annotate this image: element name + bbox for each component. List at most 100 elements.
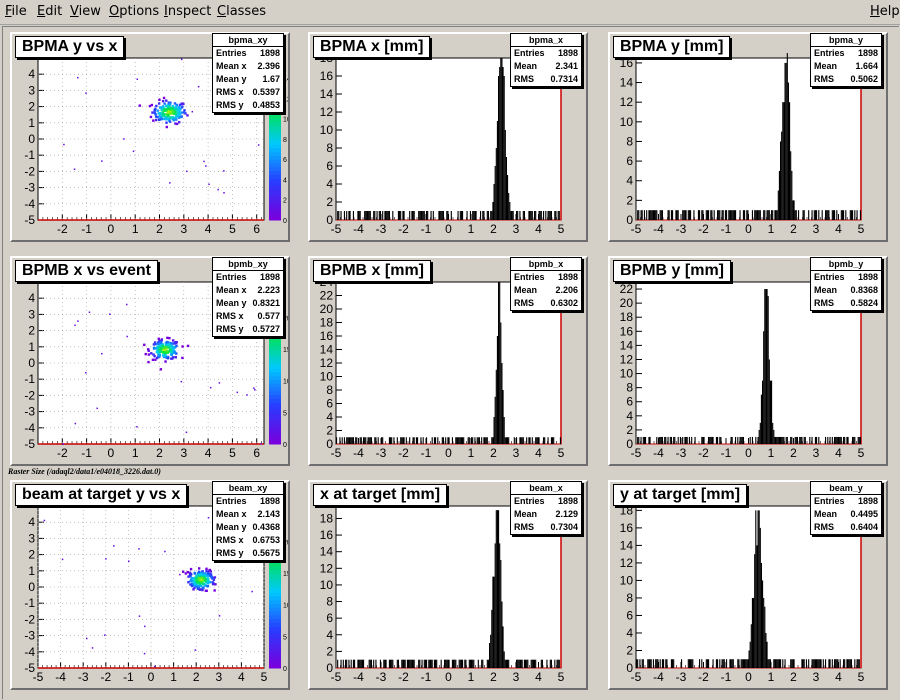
stats-value: 2.341 — [555, 61, 578, 71]
stats-label: Mean x — [216, 61, 247, 71]
y-tick-label: 2 — [326, 644, 333, 658]
x-tick-label: 2 — [193, 670, 200, 684]
x-tick-label: -5 — [631, 446, 642, 460]
y-tick-label: 3 — [28, 307, 35, 321]
y-tick-label: 20 — [320, 302, 334, 316]
y-tick-label: 12 — [320, 105, 334, 119]
y-tick-label: 1 — [28, 564, 35, 578]
stats-label: Entries — [514, 48, 545, 58]
stats-row: Mean y 1.67 — [213, 73, 283, 86]
x-tick-label: 0 — [148, 670, 155, 684]
pad-beam_y[interactable]: -5 -4 -3 -2 -1 0 1 2 3 4 5 0 2 4 6 8 10 12 14 16 18 y at targ… — [608, 480, 888, 690]
pad-bpma_y[interactable]: -5 -4 -3 -2 -1 0 1 2 3 4 5 0 2 4 6 8 10 12 14 16 BPMA y [mm]… — [608, 32, 888, 242]
x-tick-label: 2 — [790, 670, 797, 684]
y-tick-label: 4 — [28, 67, 35, 81]
stats-value: 0.5397 — [252, 87, 280, 97]
stats-label: Entries — [514, 272, 545, 282]
menu-help[interactable]: Help — [870, 4, 900, 19]
x-tick-label: 6 — [253, 446, 260, 460]
stats-box[interactable]: bpma_x Entries 1898 Mean 2.341 RMS 0.7314 — [510, 33, 582, 87]
x-tick-label: 1 — [768, 446, 775, 460]
x-tick-label: -3 — [78, 670, 89, 684]
stats-label: Entries — [514, 496, 545, 506]
pad-beam_xy[interactable]: -5 -4 -3 -2 -1 0 1 2 3 4 5 -5 -4 -3 -2 -1 0 1 2 3 4 0 5 10 15 20 b… — [10, 480, 290, 690]
y-tick-label: -5 — [24, 661, 35, 675]
pad-bpmb_x[interactable]: -5 -4 -3 -2 -1 0 1 2 3 4 5 0 2 4 6 8 10 12 14 16 18 20 22 24 BPM… — [308, 256, 588, 466]
x-tick-label: -4 — [353, 222, 364, 236]
stats-label: RMS — [814, 522, 834, 532]
x-tick-label: -5 — [331, 446, 342, 460]
y-tick-label: 18 — [320, 511, 334, 525]
menu-inspect[interactable]: Inspect — [164, 4, 212, 19]
stats-row: RMS y 0.5675 — [213, 547, 283, 560]
stats-box[interactable]: bpma_y Entries 1898 Mean 1.664 RMS 0.5062 — [810, 33, 882, 87]
menu-edit-rest: dit — [45, 4, 63, 19]
x-tick-label: -1 — [421, 446, 432, 460]
stats-row: Mean x 2.223 — [213, 284, 283, 297]
y-tick-label: 2 — [28, 100, 35, 114]
x-tick-label: -3 — [376, 222, 387, 236]
y-tick-label: 6 — [326, 159, 333, 173]
stats-box[interactable]: beam_x Entries 1898 Mean 2.129 RMS 0.7304 — [510, 481, 582, 535]
x-tick-label: -1 — [421, 670, 432, 684]
z-tick-label: 8 — [283, 137, 287, 144]
x-tick-label: -4 — [353, 446, 364, 460]
stats-label: Mean — [814, 285, 838, 295]
x-tick-label: -3 — [676, 222, 687, 236]
y-tick-label: -3 — [24, 629, 35, 643]
stats-row: Mean 2.206 — [511, 284, 581, 297]
pad-bpma_x[interactable]: -5 -4 -3 -2 -1 0 1 2 3 4 5 0 2 4 6 8 10 12 14 16 18 BPMA x [m… — [308, 32, 588, 242]
z-tick-label: 2 — [283, 198, 287, 205]
x-tick-label: 1 — [768, 222, 775, 236]
y-tick-label: 3 — [28, 531, 35, 545]
pad-bpma_xy[interactable]: -2-10123456-5-4-3-2-10123402468101214BPM… — [10, 32, 290, 242]
stats-box-name: bpmb_xy — [213, 258, 283, 271]
menu-options[interactable]: Options — [109, 4, 160, 19]
stats-value: 0.7314 — [550, 74, 578, 84]
x-tick-label: -1 — [721, 670, 732, 684]
pad-beam_x[interactable]: -5 -4 -3 -2 -1 0 1 2 3 4 5 0 2 4 6 8 10 12 14 16 18 x at targ… — [308, 480, 588, 690]
stats-box[interactable]: bpmb_y Entries 1898 Mean 0.8368 RMS 0.5824 — [810, 257, 882, 311]
stats-row: RMS 0.5062 — [811, 73, 881, 86]
y-tick-label: -3 — [24, 181, 35, 195]
y-tick-label: 2 — [326, 195, 333, 209]
menu-file[interactable]: File — [5, 4, 27, 19]
stats-row: RMS y 0.5727 — [213, 323, 283, 336]
stats-box[interactable]: bpma_xy Entries 1898 Mean x 2.396 Mean y 1.67 R… — [212, 33, 284, 113]
x-tick-label: 3 — [813, 446, 820, 460]
x-tick-label: -1 — [81, 222, 92, 236]
x-tick-label: 0 — [745, 222, 752, 236]
y-tick-label: 22 — [620, 282, 634, 296]
z-tick-label: 6 — [283, 157, 287, 164]
stats-value: 0.5675 — [252, 548, 280, 558]
x-tick-label: 4 — [835, 670, 842, 684]
x-tick-label: 0 — [108, 446, 115, 460]
pad-bpmb_y[interactable]: -5 -4 -3 -2 -1 0 1 2 3 4 5 0 2 4 6 8 10 12 14 16 18 20 22 BPMB … — [608, 256, 888, 466]
z-tick-label: 20 — [283, 315, 288, 322]
x-tick-label: -2 — [100, 670, 111, 684]
menu-edit[interactable]: Edit — [37, 4, 63, 19]
stats-box[interactable]: bpmb_xy Entries 1898 Mean x 2.223 Mean y 0.832… — [212, 257, 284, 337]
menu-classes[interactable]: Classes — [217, 4, 266, 19]
x-tick-label: -4 — [653, 222, 664, 236]
histogram-bins — [336, 282, 561, 444]
stats-box[interactable]: beam_y Entries 1898 Mean 0.4495 RMS 0.6404 — [810, 481, 882, 535]
stats-row: RMS 0.7314 — [511, 73, 581, 86]
x-tick-label: 4 — [205, 222, 212, 236]
menu-classes-rest: lasses — [226, 4, 266, 19]
x-tick-label: -2 — [698, 222, 709, 236]
stats-box[interactable]: beam_xy Entries 1898 Mean x 2.143 Mean y 0.436… — [212, 481, 284, 561]
x-tick-label: -1 — [421, 222, 432, 236]
y-tick-label: -1 — [24, 148, 35, 162]
stats-box[interactable]: bpmb_x Entries 1898 Mean 2.206 RMS 0.6302 — [510, 257, 582, 311]
menu-view[interactable]: View — [70, 4, 101, 19]
stats-value: 0.6753 — [252, 535, 280, 545]
x-tick-label: 1 — [468, 670, 475, 684]
menu-inspect-rest: nspect — [167, 4, 212, 19]
x-tick-label: -3 — [676, 446, 687, 460]
y-tick-label: -5 — [24, 437, 35, 451]
pad-bpmb_xy[interactable]: -2 -1 0 1 2 3 4 5 6 -5 -4 -3 -2 -1 0 1 2 3 4 0 5 10 15 20 BPMB x… — [10, 256, 290, 466]
pad-title: x at target [mm] — [313, 484, 448, 506]
menu-help-rest: elp — [879, 4, 900, 19]
y-tick-label: 16 — [620, 521, 634, 535]
